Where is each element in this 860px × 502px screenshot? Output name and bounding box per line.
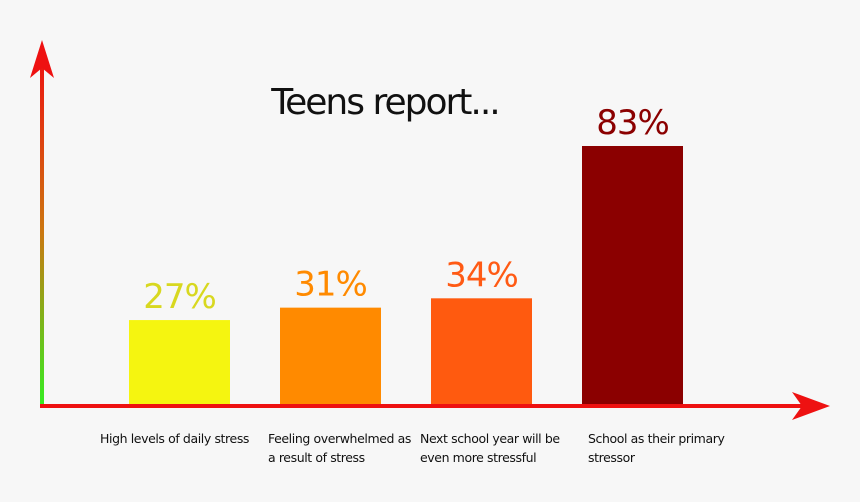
x-tick-label: School as their primary stressor <box>588 431 725 465</box>
bar <box>129 320 230 404</box>
bar <box>582 146 683 404</box>
value-label: 31% <box>294 265 367 305</box>
y-axis-arrow <box>30 40 54 78</box>
y-axis <box>40 55 44 407</box>
x-tick-label: Next school year will be even more stres… <box>420 431 560 465</box>
value-label: 34% <box>445 255 518 295</box>
bar <box>431 298 532 404</box>
x-axis-arrow <box>792 392 830 420</box>
x-tick-label: High levels of daily stress <box>100 431 250 446</box>
value-label: 27% <box>143 277 216 317</box>
chart-title: Teens report... <box>270 82 498 123</box>
value-label: 83% <box>596 103 669 143</box>
bar <box>280 307 381 404</box>
x-tick-label: Feeling overwhelmed as a result of stres… <box>268 431 411 465</box>
